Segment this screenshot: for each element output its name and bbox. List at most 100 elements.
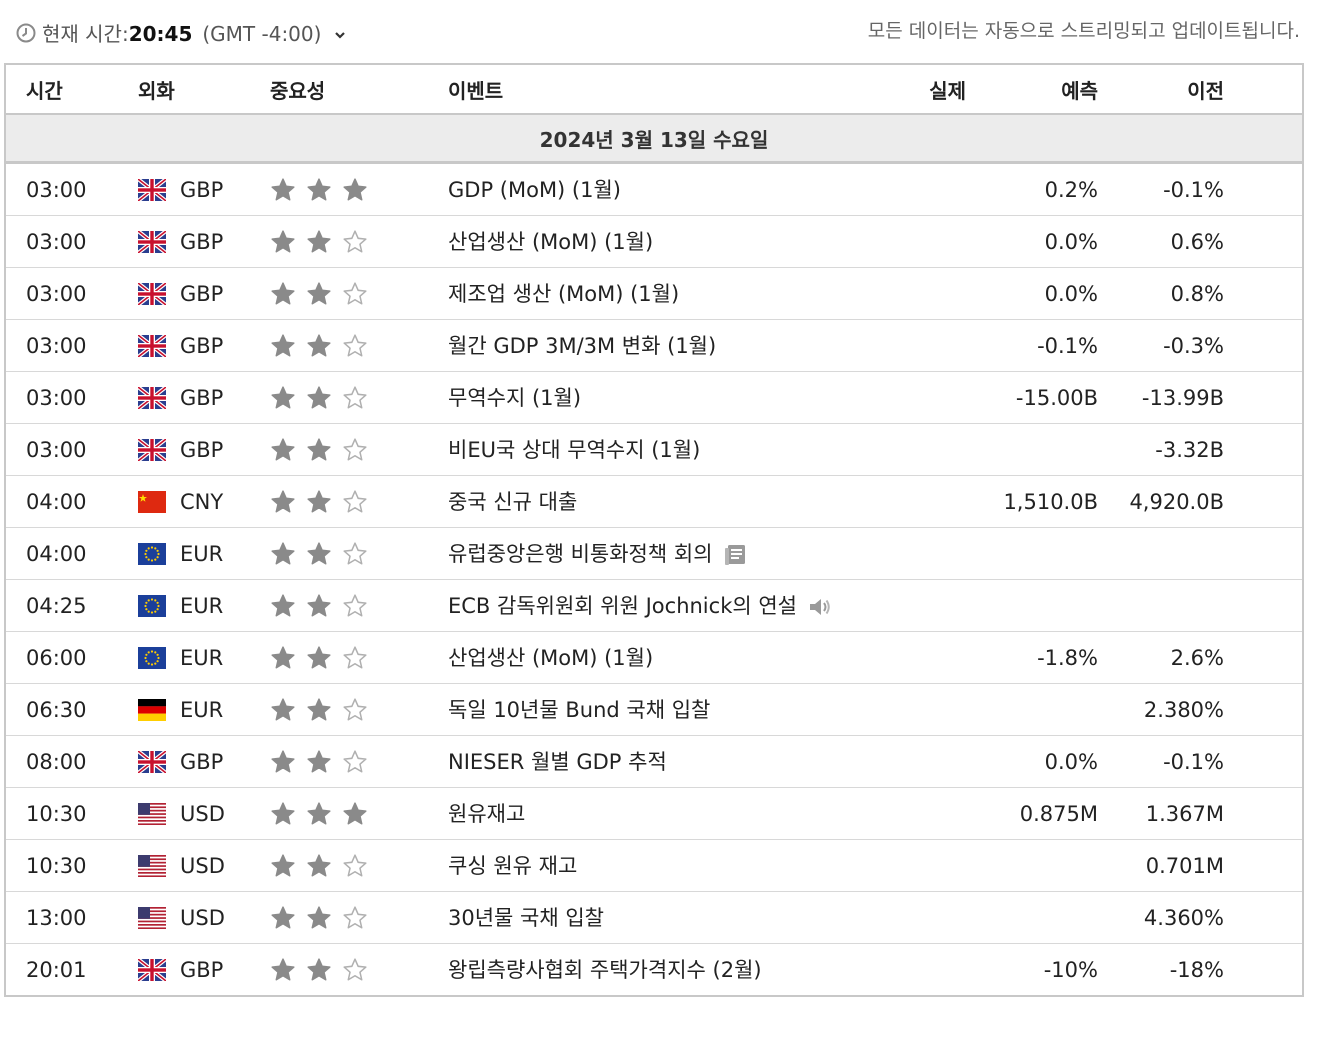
event-name[interactable]: 제조업 생산 (MoM) (1월) xyxy=(448,281,680,306)
table-row[interactable]: 04:00 EUR 유럽중앙은행 비통화정책 회의 xyxy=(6,527,1302,580)
event-name[interactable]: 중국 신규 대출 xyxy=(448,489,578,514)
event-name-cell[interactable]: 무역수지 (1월) xyxy=(448,371,846,424)
document-icon[interactable] xyxy=(723,543,749,567)
table-row[interactable]: 13:00 USD 30년물 국채 입찰 4.360% xyxy=(6,891,1302,944)
table-row[interactable]: 03:00 GBP GDP (MoM) (1월) 0.2% -0.1% xyxy=(6,162,1302,216)
event-name[interactable]: ECB 감독위원회 위원 Jochnick의 연설 xyxy=(448,593,797,618)
table-row[interactable]: 04:00 CNY 중국 신규 대출 1,510.0B 4,920.0B xyxy=(6,475,1302,528)
flag-eu-icon xyxy=(138,595,166,617)
event-name-cell[interactable]: GDP (MoM) (1월) xyxy=(448,162,846,216)
event-previous: 2.6% xyxy=(1104,631,1302,684)
column-header-event[interactable]: 이벤트 xyxy=(448,65,846,115)
event-currency: GBP xyxy=(138,319,270,372)
star-empty-icon xyxy=(343,489,367,513)
importance-stars xyxy=(270,437,368,463)
event-name-cell[interactable]: 월간 GDP 3M/3M 변화 (1월) xyxy=(448,319,846,372)
event-currency: GBP xyxy=(138,371,270,424)
event-actual xyxy=(846,839,970,892)
column-header-forecast[interactable]: 예측 xyxy=(970,65,1104,115)
event-name-cell[interactable]: 제조업 생산 (MoM) (1월) xyxy=(448,267,846,320)
table-row[interactable]: 10:30 USD 원유재고 0.875M 1.367M xyxy=(6,787,1302,840)
star-filled-icon xyxy=(307,749,331,773)
table-row[interactable]: 06:00 EUR 산업생산 (MoM) (1월) -1.8% 2.6% xyxy=(6,631,1302,684)
event-name-cell[interactable]: 유럽중앙은행 비통화정책 회의 xyxy=(448,527,846,580)
event-name[interactable]: 비EU국 상대 무역수지 (1월) xyxy=(448,437,701,462)
event-name-cell[interactable]: 원유재고 xyxy=(448,787,846,840)
column-header-actual[interactable]: 실제 xyxy=(846,65,970,115)
table-row[interactable]: 03:00 GBP 월간 GDP 3M/3M 변화 (1월) -0.1% -0.3% xyxy=(6,319,1302,372)
event-name[interactable]: GDP (MoM) (1월) xyxy=(448,177,621,202)
table-row[interactable]: 03:00 GBP 비EU국 상대 무역수지 (1월) -3.32B xyxy=(6,423,1302,476)
importance-stars xyxy=(270,801,368,827)
flag-uk-icon xyxy=(138,959,166,981)
star-filled-icon xyxy=(307,697,331,721)
event-importance xyxy=(270,735,448,788)
column-header-time[interactable]: 시간 xyxy=(6,65,138,115)
event-currency: EUR xyxy=(138,579,270,632)
column-header-previous[interactable]: 이전 xyxy=(1104,65,1302,115)
star-empty-icon xyxy=(343,385,367,409)
table-row[interactable]: 08:00 GBP NIESER 월별 GDP 추적 0.0% -0.1% xyxy=(6,735,1302,788)
timezone-selector[interactable]: (GMT -4:00) xyxy=(202,22,322,46)
event-currency: USD xyxy=(138,787,270,840)
event-previous: -18% xyxy=(1169,957,1224,982)
currency-code: EUR xyxy=(180,698,224,722)
column-header-importance[interactable]: 중요성 xyxy=(270,65,448,115)
event-name-cell[interactable]: 30년물 국채 입찰 xyxy=(448,891,846,944)
event-importance xyxy=(270,162,448,216)
chevron-down-icon[interactable] xyxy=(333,28,347,42)
flag-us-icon xyxy=(138,803,166,825)
event-name-cell[interactable]: 왕립측량사협회 주택가격지수 (2월) xyxy=(448,944,846,996)
event-name-cell[interactable]: 산업생산 (MoM) (1월) xyxy=(448,215,846,268)
event-importance xyxy=(270,215,448,268)
currency-code: EUR xyxy=(180,594,224,618)
event-previous: 4,920.0B xyxy=(1104,475,1302,528)
event-name[interactable]: 쿠싱 원유 재고 xyxy=(448,853,578,878)
table-row[interactable]: 03:00 GBP 무역수지 (1월) -15.00B -13.99B xyxy=(6,371,1302,424)
event-name[interactable]: 무역수지 (1월) xyxy=(448,385,582,410)
event-name[interactable]: 30년물 국채 입찰 xyxy=(448,905,604,930)
flag-us-icon xyxy=(138,855,166,877)
event-actual xyxy=(846,319,970,372)
importance-stars xyxy=(270,385,368,411)
speaker-icon[interactable] xyxy=(807,595,833,619)
event-forecast: 1,510.0B xyxy=(970,475,1104,528)
star-empty-icon xyxy=(343,229,367,253)
currency-code: GBP xyxy=(180,958,224,982)
event-name-cell[interactable]: 독일 10년물 Bund 국채 입찰 xyxy=(448,683,846,736)
event-name[interactable]: 산업생산 (MoM) (1월) xyxy=(448,229,654,254)
table-row[interactable]: 06:30 EUR 독일 10년물 Bund 국채 입찰 2.380% xyxy=(6,683,1302,736)
table-row[interactable]: 04:25 EUR ECB 감독위원회 위원 Jochnick의 연설 xyxy=(6,579,1302,632)
event-name-cell[interactable]: ECB 감독위원회 위원 Jochnick의 연설 xyxy=(448,579,846,632)
event-name[interactable]: 월간 GDP 3M/3M 변화 (1월) xyxy=(448,333,717,358)
event-name-cell[interactable]: 산업생산 (MoM) (1월) xyxy=(448,631,846,684)
flag-eu-icon xyxy=(138,543,166,565)
event-name-cell[interactable]: 쿠싱 원유 재고 xyxy=(448,839,846,892)
event-name[interactable]: 유럽중앙은행 비통화정책 회의 xyxy=(448,541,713,566)
column-header-currency[interactable]: 외화 xyxy=(138,65,270,115)
currency-code: EUR xyxy=(180,542,224,566)
event-name[interactable]: 독일 10년물 Bund 국채 입찰 xyxy=(448,697,711,722)
table-row[interactable]: 10:30 USD 쿠싱 원유 재고 0.701M xyxy=(6,839,1302,892)
event-name[interactable]: 원유재고 xyxy=(448,801,526,826)
table-row[interactable]: 03:00 GBP 산업생산 (MoM) (1월) 0.0% 0.6% xyxy=(6,215,1302,268)
event-name[interactable]: 산업생산 (MoM) (1월) xyxy=(448,645,654,670)
flag-us-icon xyxy=(138,907,166,929)
event-name[interactable]: 왕립측량사협회 주택가격지수 (2월) xyxy=(448,957,762,982)
table-row[interactable]: 03:00 GBP 제조업 생산 (MoM) (1월) 0.0% 0.8% xyxy=(6,267,1302,320)
star-empty-icon xyxy=(343,697,367,721)
star-empty-icon xyxy=(343,957,367,981)
table-row[interactable]: 20:01 GBP 왕립측량사협회 주택가격지수 (2월) -10% -18% xyxy=(6,944,1302,996)
event-name-cell[interactable]: 비EU국 상대 무역수지 (1월) xyxy=(448,423,846,476)
event-name[interactable]: NIESER 월별 GDP 추적 xyxy=(448,749,667,774)
event-name-cell[interactable]: 중국 신규 대출 xyxy=(448,475,846,528)
event-forecast xyxy=(970,579,1104,632)
event-name-cell[interactable]: NIESER 월별 GDP 추적 xyxy=(448,735,846,788)
currency-code: GBP xyxy=(180,386,224,410)
star-filled-icon xyxy=(307,801,331,825)
importance-stars xyxy=(270,645,368,671)
event-previous: 0.6% xyxy=(1104,215,1302,268)
event-actual xyxy=(846,735,970,788)
event-time: 04:00 xyxy=(6,475,138,528)
star-empty-icon xyxy=(343,853,367,877)
